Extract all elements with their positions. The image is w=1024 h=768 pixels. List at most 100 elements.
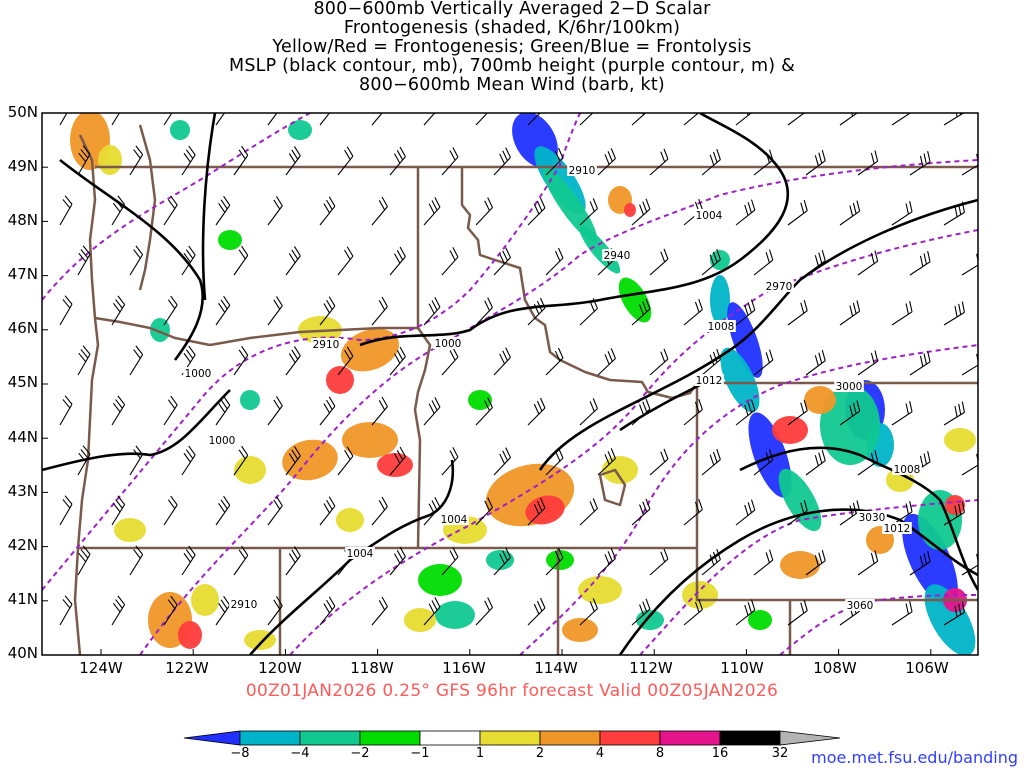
lat-label: 47N <box>7 265 38 283</box>
wind-barb <box>371 596 388 626</box>
wind-barb <box>805 149 826 176</box>
height-contour-2940 <box>139 159 978 655</box>
mslp-contour-label: 1008 <box>892 463 922 476</box>
wind-barb <box>891 600 913 626</box>
frontogenesis-cell <box>98 145 122 175</box>
wind-barb <box>59 495 73 526</box>
svg-text:1004: 1004 <box>696 210 723 222</box>
svg-text:2910: 2910 <box>313 339 340 351</box>
oregon-idaho-border <box>413 327 432 549</box>
wind-barb <box>285 246 301 276</box>
frontogenesis-cell <box>924 584 976 655</box>
colorbar-label: 4 <box>595 746 605 761</box>
wind-barb <box>423 397 441 426</box>
wind-barb <box>857 150 879 176</box>
wind-barb <box>839 500 861 526</box>
lat-label: 49N <box>7 157 38 175</box>
frontogenesis-cell <box>780 551 820 579</box>
frontogenesis-cell <box>191 584 219 616</box>
height-contour-3000 <box>519 344 978 655</box>
lat-label: 42N <box>7 536 38 554</box>
wind-barb <box>857 450 879 476</box>
mslp-contour-label: 1012 <box>882 522 912 535</box>
wind-barb <box>163 113 173 126</box>
wind-barb <box>545 347 564 376</box>
wind-barb <box>475 497 493 526</box>
wind-barb <box>839 300 861 326</box>
wind-barb <box>129 545 144 576</box>
wind-barb <box>891 400 913 426</box>
wind-barb <box>545 447 564 476</box>
svg-text:3000: 3000 <box>836 381 863 393</box>
wind-barb <box>423 497 441 526</box>
frontogenesis-cell <box>772 416 808 444</box>
wind-barb <box>631 398 651 426</box>
wind-barb <box>805 349 826 376</box>
svg-text:1004: 1004 <box>347 548 374 560</box>
wind-barb <box>111 595 126 626</box>
wind-barb <box>649 548 669 576</box>
wind-barb <box>579 398 598 426</box>
wind-barb <box>683 399 703 426</box>
mslp-contour-label: 1008 <box>706 320 736 333</box>
frontogenesis-cell <box>486 550 514 570</box>
wind-barb <box>215 595 231 626</box>
wind-barb <box>371 396 388 426</box>
wind-barb <box>597 348 616 376</box>
wind-barb <box>371 296 388 326</box>
lon-label: 108W <box>813 659 857 677</box>
isobar-1012 <box>619 383 701 432</box>
wind-barb <box>597 548 616 576</box>
title-line-1: 800−600mb Vertically Averaged 2−D Scalar <box>313 0 711 19</box>
wind-barb <box>389 146 406 176</box>
frontogenesis-cell <box>218 230 242 250</box>
wind-barb <box>163 495 178 526</box>
wind-barb <box>77 345 91 376</box>
washington-oregon-border <box>94 316 418 347</box>
wind-barb <box>649 448 669 476</box>
lon-label: 118W <box>350 659 394 677</box>
height-contour-2910 <box>42 113 311 301</box>
wind-barb <box>215 495 231 526</box>
wind-barb <box>805 549 826 576</box>
wind-barb <box>111 113 121 126</box>
wind-barb <box>181 145 196 176</box>
wind-barb <box>787 299 808 326</box>
colorbar-label: −8 <box>230 746 250 761</box>
wind-barb <box>337 346 354 376</box>
wind-barb <box>787 599 808 626</box>
wind-barb <box>631 198 651 226</box>
wind-barb <box>423 297 441 326</box>
wind-barb <box>267 496 283 526</box>
colorbar-label: 2 <box>535 746 545 761</box>
chart-title: 800−600mb Vertically Averaged 2−D Scalar… <box>0 0 1024 95</box>
mslp-contour-label: 1004 <box>439 513 469 526</box>
frontogenesis-cell <box>682 581 718 609</box>
wind-barb <box>857 550 879 576</box>
wind-barb <box>423 597 441 626</box>
wind-barb <box>579 198 598 226</box>
wind-barb <box>701 449 721 476</box>
wind-barb <box>753 249 774 276</box>
wind-barb <box>735 199 756 226</box>
wind-barb <box>857 250 879 276</box>
colorbar-segment-seagreen <box>299 730 361 746</box>
colorbar-segment-black <box>719 730 781 746</box>
wind-barb <box>735 599 756 626</box>
colorbar-label: 1 <box>475 746 485 761</box>
isobar-1000 <box>201 113 217 301</box>
puget-sound <box>138 124 157 291</box>
lat-label: 45N <box>7 373 38 391</box>
svg-text:1012: 1012 <box>696 375 723 387</box>
frontogenesis-cell <box>326 366 354 394</box>
wind-barb <box>181 245 196 276</box>
wind-barb <box>579 113 594 126</box>
wind-barb <box>389 246 406 276</box>
wind-barb <box>631 298 651 326</box>
wind-barb <box>441 547 459 576</box>
frontogenesis-cell <box>404 608 436 632</box>
wind-barb <box>215 113 226 126</box>
frontogenesis-cell <box>820 385 880 465</box>
wind-barb <box>943 601 965 626</box>
